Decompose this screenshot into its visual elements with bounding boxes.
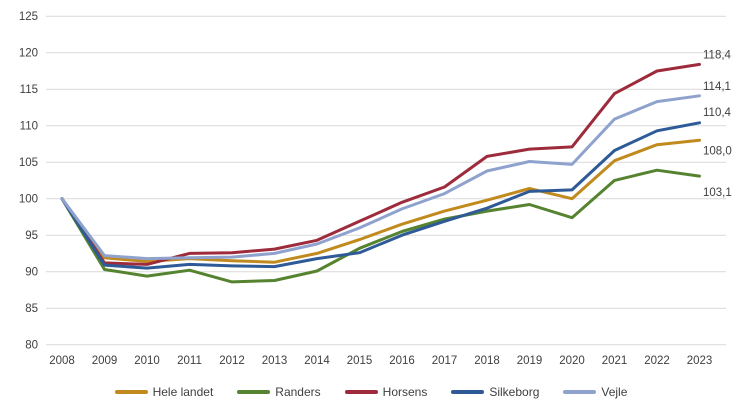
x-tick-label: 2014 — [304, 355, 330, 367]
x-tick-label: 2008 — [49, 355, 75, 367]
x-tick-label: 2009 — [92, 355, 118, 367]
gridlines — [46, 15, 726, 346]
y-tick-label: 95 — [25, 230, 38, 242]
series-lines — [60, 62, 701, 284]
x-tick-label: 2023 — [687, 355, 713, 367]
legend-label-randers: Randers — [275, 385, 321, 399]
legend-label-hele-landet: Hele landet — [152, 385, 214, 399]
y-tick-label: 90 — [25, 267, 38, 279]
y-axis-labels: 80 85 90 95 100 105 110 115 120 125 — [19, 11, 38, 352]
x-tick-label: 2016 — [389, 355, 415, 367]
y-tick-label: 120 — [19, 48, 38, 60]
end-value-labels: 118,4 114,1 110,4 108,0 103,1 — [703, 49, 732, 199]
y-tick-label: 85 — [25, 303, 38, 315]
legend-line-swatch-hele-landet — [114, 390, 148, 394]
y-tick-label: 115 — [20, 84, 38, 96]
x-tick-label: 2020 — [559, 355, 585, 367]
series-line-vejle — [60, 94, 701, 261]
series-line-randers — [60, 168, 701, 284]
x-tick-label: 2022 — [644, 355, 670, 367]
end-label-hele-landet: 108,0 — [703, 145, 732, 157]
legend-item-hele-landet: Hele landet — [114, 385, 214, 399]
y-tick-label: 80 — [25, 340, 38, 352]
legend-line-swatch-vejle — [563, 390, 597, 394]
legend-label-horsens: Horsens — [382, 385, 428, 399]
series-line-silkeborg — [60, 121, 701, 270]
x-tick-label: 2010 — [134, 355, 160, 367]
x-tick-label: 2017 — [432, 355, 458, 367]
x-tick-label: 2012 — [219, 355, 245, 367]
legend-line-swatch-randers — [237, 390, 271, 394]
x-tick-label: 2015 — [347, 355, 373, 367]
x-tick-label: 2011 — [177, 355, 202, 367]
end-label-vejle: 114,1 — [703, 81, 731, 93]
y-tick-label: 125 — [19, 11, 38, 23]
end-label-randers: 103,1 — [703, 187, 732, 199]
x-axis-labels: 2008 2009 2010 2011 2012 2013 2014 2015 2016 2017… — [49, 355, 712, 367]
series-line-horsens — [60, 62, 701, 266]
legend: Hele landet Randers Horsens Silkeborg Vejle — [0, 386, 742, 398]
y-tick-label: 100 — [19, 194, 38, 206]
legend-item-horsens: Horsens — [344, 385, 428, 399]
legend-item-vejle: Vejle — [563, 386, 627, 398]
y-tick-label: 105 — [19, 157, 38, 169]
end-label-horsens: 118,4 — [703, 49, 732, 61]
y-tick-label: 110 — [20, 121, 38, 133]
x-tick-label: 2013 — [262, 355, 288, 367]
x-tick-label: 2021 — [602, 355, 628, 367]
end-label-silkeborg: 110,4 — [703, 107, 732, 119]
legend-line-swatch-horsens — [344, 390, 378, 394]
legend-label-silkeborg: Silkeborg — [489, 385, 540, 399]
legend-label-vejle: Vejle — [601, 385, 628, 399]
x-tick-label: 2019 — [517, 355, 543, 367]
legend-item-silkeborg: Silkeborg — [451, 386, 539, 398]
x-tick-label: 2018 — [474, 355, 500, 367]
legend-item-randers: Randers — [237, 385, 321, 399]
legend-line-swatch-silkeborg — [451, 390, 485, 394]
